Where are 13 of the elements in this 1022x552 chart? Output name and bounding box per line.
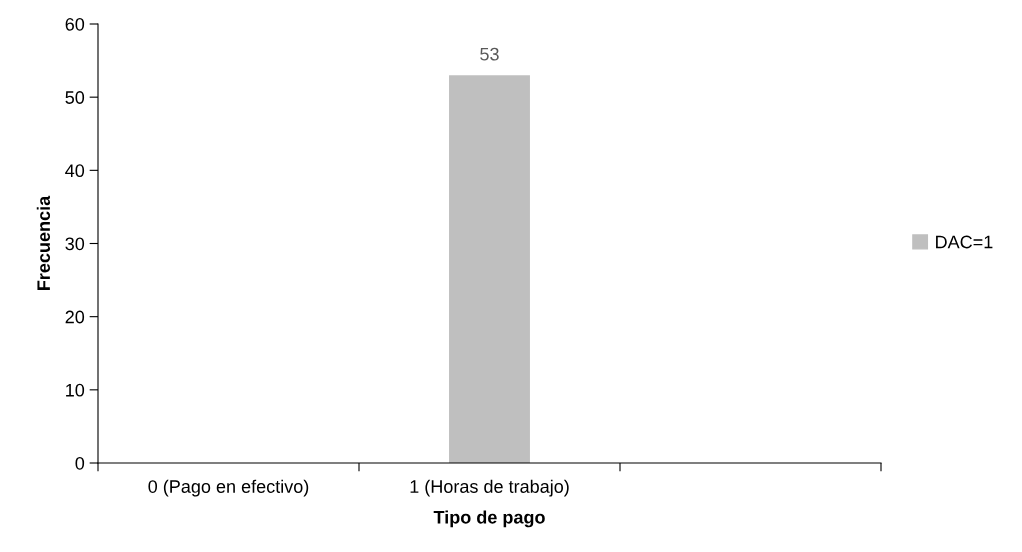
y-tick-label: 0 xyxy=(75,456,85,470)
x-tick-label: 0 (Pago en efectivo) xyxy=(148,479,309,497)
y-tick-label: 60 xyxy=(65,17,85,31)
legend-label: DAC=1 xyxy=(936,235,993,249)
y-axis-title: Frecuencia xyxy=(36,195,51,290)
y-tick-label: 20 xyxy=(65,310,85,324)
data-label: 53 xyxy=(480,47,499,61)
x-axis-title: Tipo de pago xyxy=(433,510,545,528)
y-tick-label: 50 xyxy=(65,91,85,104)
y-tick-label: 30 xyxy=(65,237,85,251)
x-tick-label: 1 (Horas de trabajo) xyxy=(410,479,569,497)
y-tick-label: 40 xyxy=(65,164,85,178)
y-tick-label: 10 xyxy=(66,383,85,397)
